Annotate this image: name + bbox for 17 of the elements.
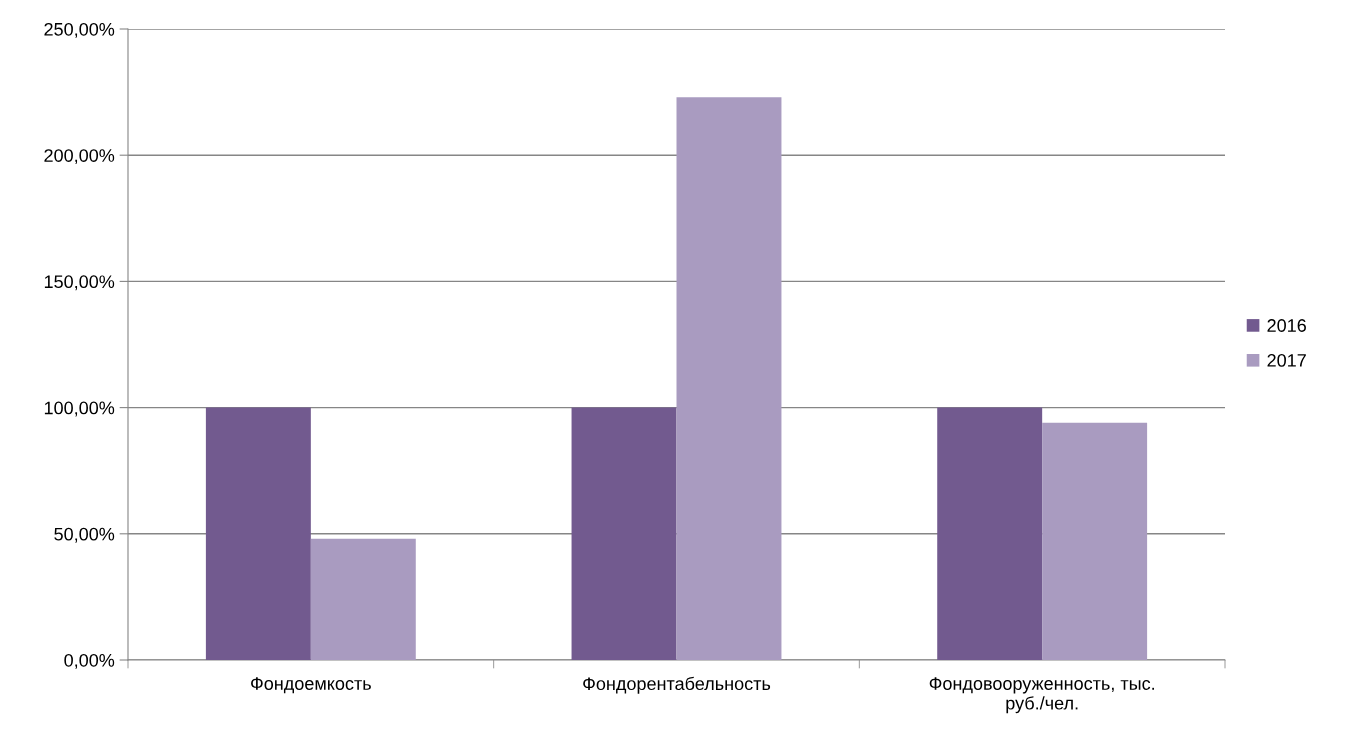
bar xyxy=(937,407,1043,660)
x-tick-label: Фондорентабельность xyxy=(583,676,771,694)
bar xyxy=(205,407,311,660)
legend-label: 2016 xyxy=(1267,319,1306,332)
bar xyxy=(310,538,416,660)
bar xyxy=(1042,422,1148,660)
y-tick-label: 200,00% xyxy=(44,149,115,165)
y-tick-label: 100,00% xyxy=(44,401,115,417)
y-tick-label: 250,00% xyxy=(44,22,115,38)
legend-label: 2017 xyxy=(1267,354,1306,367)
y-tick-label: 50,00% xyxy=(54,527,115,543)
bar xyxy=(571,407,677,660)
y-tick-label: 150,00% xyxy=(44,275,115,291)
x-tick-label: Фондоемкость xyxy=(251,677,371,694)
x-tick-label: Фондовооруженность, тыс. руб./чел. xyxy=(929,677,1155,714)
y-tick-label: 0,00% xyxy=(64,653,115,669)
bar xyxy=(676,97,782,660)
